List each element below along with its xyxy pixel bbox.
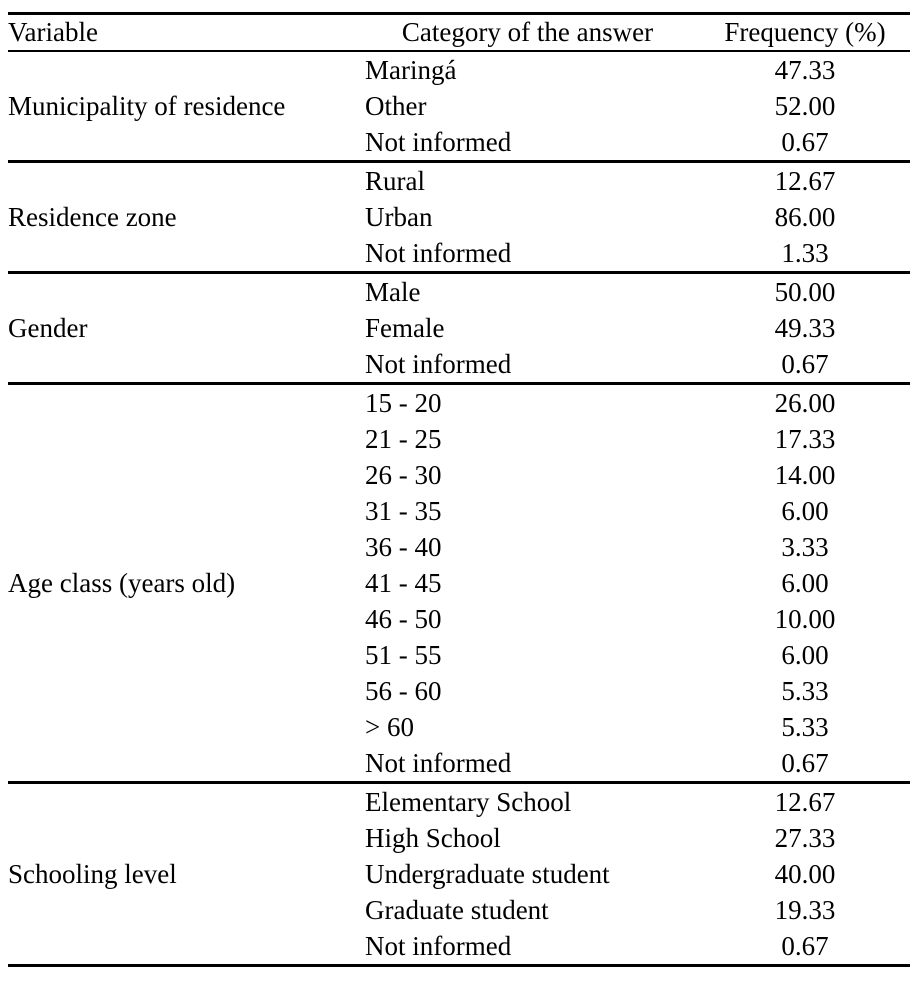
frequency-cell: 52.00 [774, 91, 836, 121]
table-row: Female 49.33 [8, 310, 910, 346]
category-cell: Undergraduate student [365, 859, 610, 889]
header-row: Variable Category of the answer Frequenc… [8, 13, 910, 52]
category-cell: Female [365, 313, 445, 343]
category-cell: 56 - 60 [365, 676, 442, 706]
frequency-cell: 40.00 [774, 859, 836, 889]
table-row: Graduate student 19.33 [8, 892, 910, 928]
frequency-cell: 14.00 [774, 460, 836, 490]
frequency-cell: 5.33 [781, 712, 829, 742]
category-cell: 31 - 35 [365, 496, 442, 526]
table-row: 31 - 35 6.00 [8, 493, 910, 529]
table-body: Municipality of residence Maringá 47.33 Oth… [8, 51, 910, 966]
document-page: Variable Category of the answer Frequenc… [0, 12, 918, 981]
table-row: > 60 5.33 [8, 709, 910, 745]
table-row: Residence zone Rural 12.67 [8, 160, 910, 273]
frequency-cell: 1.33 [781, 238, 829, 268]
table-row: Municipality of residence Maringá 47.33 [8, 51, 910, 121]
category-cell: 21 - 25 [365, 424, 442, 454]
category-cell: > 60 [365, 712, 414, 742]
table-row: 21 - 25 17.33 [8, 421, 910, 457]
category-cell: High School [365, 823, 501, 853]
table-row: 51 - 55 6.00 [8, 637, 910, 673]
table-row: Other 52.00 [8, 88, 910, 124]
frequency-cell: 47.33 [774, 55, 836, 85]
category-cell: 51 - 55 [365, 640, 442, 670]
frequency-cell: 17.33 [774, 424, 836, 454]
category-cell: Not informed [365, 238, 512, 268]
column-header-frequency: Frequency (%) [700, 13, 910, 52]
frequency-cell: 49.33 [774, 313, 836, 343]
frequency-table: Variable Category of the answer Frequenc… [8, 12, 910, 967]
category-cell: Other [365, 91, 427, 121]
table-row: Age class (years old) 15 - 20 26.00 [8, 382, 910, 783]
variable-cell: Age class (years old) [8, 382, 355, 783]
category-cell: Not informed [365, 748, 512, 778]
category-cell: Graduate student [365, 895, 549, 925]
column-header-variable: Variable [8, 13, 355, 52]
category-cell: Not informed [365, 931, 512, 961]
frequency-cell: 86.00 [774, 202, 836, 232]
table-row: 46 - 50 10.00 [8, 601, 910, 637]
category-cell: 15 - 20 [355, 382, 700, 421]
category-cell: Not informed [365, 349, 512, 379]
frequency-cell: 10.00 [774, 604, 836, 634]
category-cell: Rural [355, 160, 700, 199]
table-row: Not informed 0.67 [8, 346, 910, 384]
column-header-category: Category of the answer [355, 13, 700, 52]
category-cell: 26 - 30 [365, 460, 442, 490]
category-cell: Not informed [365, 127, 512, 157]
frequency-cell: 0.67 [781, 127, 829, 157]
table-row: High School 27.33 [8, 820, 910, 856]
frequency-cell: 50.00 [700, 271, 910, 310]
frequency-cell: 26.00 [700, 382, 910, 421]
frequency-cell: 6.00 [781, 640, 829, 670]
frequency-cell: 5.33 [781, 676, 829, 706]
frequency-cell: 0.67 [781, 748, 829, 778]
category-cell: 46 - 50 [365, 604, 442, 634]
category-cell: Male [355, 271, 700, 310]
table-row: Urban 86.00 [8, 199, 910, 235]
frequency-cell: 12.67 [700, 160, 910, 199]
variable-cell: Residence zone [8, 160, 355, 273]
variable-cell: Gender [8, 271, 355, 384]
table-row: 41 - 45 6.00 [8, 565, 910, 601]
table-row: Not informed 0.67 [8, 124, 910, 162]
frequency-cell: 12.67 [700, 781, 910, 820]
category-cell: Maringá [365, 55, 457, 85]
table-row: 56 - 60 5.33 [8, 673, 910, 709]
category-cell: 41 - 45 [365, 568, 442, 598]
table-row: 36 - 40 3.33 [8, 529, 910, 565]
table-row: Not informed 0.67 [8, 745, 910, 783]
table-row: 26 - 30 14.00 [8, 457, 910, 493]
frequency-cell: 6.00 [781, 568, 829, 598]
variable-cell: Schooling level [8, 781, 355, 966]
frequency-cell: 0.67 [781, 349, 829, 379]
category-cell: Elementary School [355, 781, 700, 820]
table-row: Not informed 1.33 [8, 235, 910, 273]
table-row: Not informed 0.67 [8, 928, 910, 966]
category-cell: 36 - 40 [365, 532, 442, 562]
frequency-cell: 27.33 [774, 823, 836, 853]
table-row: Gender Male 50.00 [8, 271, 910, 384]
table-row: Undergraduate student 40.00 [8, 856, 910, 892]
frequency-cell: 6.00 [781, 496, 829, 526]
category-cell: Urban [365, 202, 433, 232]
frequency-cell: 0.67 [781, 931, 829, 961]
table-header: Variable Category of the answer Frequenc… [8, 13, 910, 52]
frequency-cell: 19.33 [774, 895, 836, 925]
variable-cell: Municipality of residence [8, 91, 286, 121]
table-row: Schooling level Elementary School 12.67 [8, 781, 910, 966]
frequency-cell: 3.33 [781, 532, 829, 562]
